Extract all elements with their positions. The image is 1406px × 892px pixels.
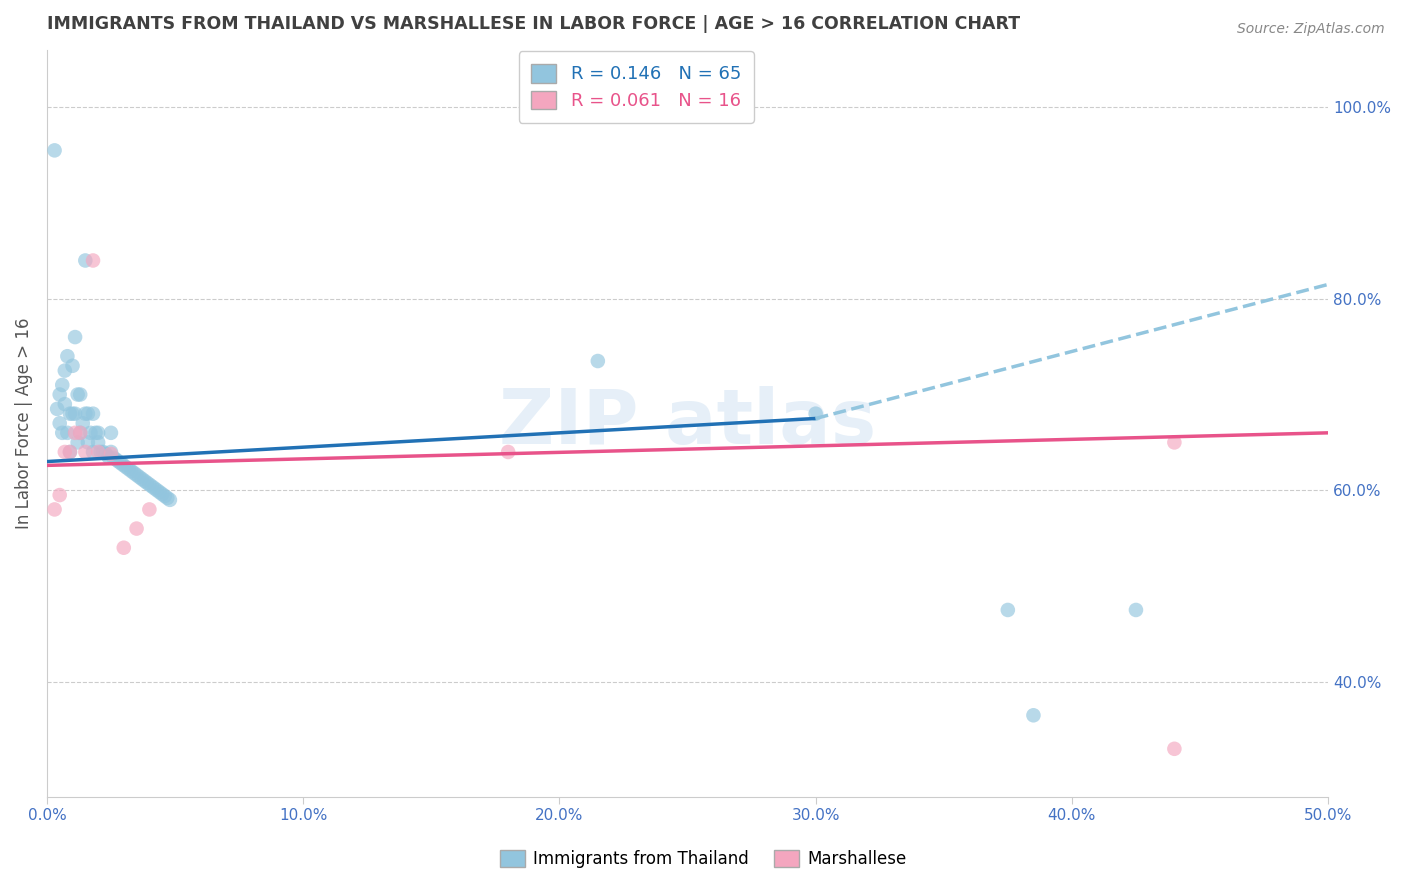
Point — [48, 488, 70, 502]
Point — [62, 359, 84, 373]
Point — [62, 407, 84, 421]
Point — [131, 472, 153, 486]
Point — [51, 378, 73, 392]
Point — [75, 407, 97, 421]
Point — [149, 485, 172, 500]
Point — [59, 445, 82, 459]
Point — [82, 253, 104, 268]
Point — [82, 407, 104, 421]
Point — [87, 445, 110, 459]
Point — [115, 460, 138, 475]
Point — [125, 522, 148, 536]
Point — [56, 349, 79, 363]
Point — [77, 407, 100, 421]
Point — [143, 481, 166, 495]
Point — [59, 445, 82, 459]
Point — [87, 435, 110, 450]
Point — [496, 445, 519, 459]
Point — [94, 447, 117, 461]
Point — [586, 354, 609, 368]
Point — [63, 407, 86, 421]
Point — [69, 387, 91, 401]
Point — [66, 435, 89, 450]
Point — [66, 387, 89, 401]
Point — [138, 477, 160, 491]
Point — [997, 603, 1019, 617]
Point — [48, 416, 70, 430]
Legend: R = 0.146   N = 65, R = 0.061   N = 16: R = 0.146 N = 65, R = 0.061 N = 16 — [519, 52, 754, 122]
Point — [156, 491, 179, 505]
Point — [141, 479, 163, 493]
Point — [59, 407, 82, 421]
Point — [125, 467, 148, 482]
Point — [90, 445, 112, 459]
Point — [46, 401, 69, 416]
Point — [63, 330, 86, 344]
Point — [159, 492, 181, 507]
Point — [97, 450, 120, 464]
Point — [107, 454, 129, 468]
Point — [118, 462, 141, 476]
Point — [82, 445, 104, 459]
Point — [128, 470, 150, 484]
Point — [100, 445, 122, 459]
Point — [53, 363, 76, 377]
Point — [146, 483, 169, 498]
Point — [77, 435, 100, 450]
Point — [84, 425, 107, 440]
Point — [1163, 741, 1185, 756]
Point — [134, 474, 156, 488]
Point — [53, 445, 76, 459]
Point — [150, 487, 173, 501]
Point — [44, 144, 66, 158]
Point — [75, 253, 97, 268]
Point — [79, 425, 101, 440]
Point — [69, 425, 91, 440]
Point — [120, 464, 142, 478]
Text: IMMIGRANTS FROM THAILAND VS MARSHALLESE IN LABOR FORCE | AGE > 16 CORRELATION CH: IMMIGRANTS FROM THAILAND VS MARSHALLESE … — [46, 15, 1019, 33]
Point — [91, 445, 114, 459]
Point — [1125, 603, 1147, 617]
Point — [100, 425, 122, 440]
Text: ZIP atlas: ZIP atlas — [499, 386, 876, 460]
Point — [804, 407, 827, 421]
Point — [53, 397, 76, 411]
Point — [153, 489, 176, 503]
Point — [75, 445, 97, 459]
Point — [72, 416, 94, 430]
Point — [122, 466, 145, 480]
Point — [1163, 435, 1185, 450]
Point — [135, 475, 157, 490]
Point — [44, 502, 66, 516]
Legend: Immigrants from Thailand, Marshallese: Immigrants from Thailand, Marshallese — [494, 843, 912, 875]
Point — [87, 425, 110, 440]
Point — [112, 458, 135, 473]
Point — [48, 387, 70, 401]
Point — [56, 425, 79, 440]
Y-axis label: In Labor Force | Age > 16: In Labor Force | Age > 16 — [15, 318, 32, 529]
Point — [110, 457, 132, 471]
Point — [105, 452, 128, 467]
Point — [103, 450, 125, 465]
Point — [112, 541, 135, 555]
Point — [69, 425, 91, 440]
Point — [51, 425, 73, 440]
Point — [100, 447, 122, 461]
Point — [63, 425, 86, 440]
Text: Source: ZipAtlas.com: Source: ZipAtlas.com — [1237, 22, 1385, 37]
Point — [1022, 708, 1045, 723]
Point — [138, 502, 160, 516]
